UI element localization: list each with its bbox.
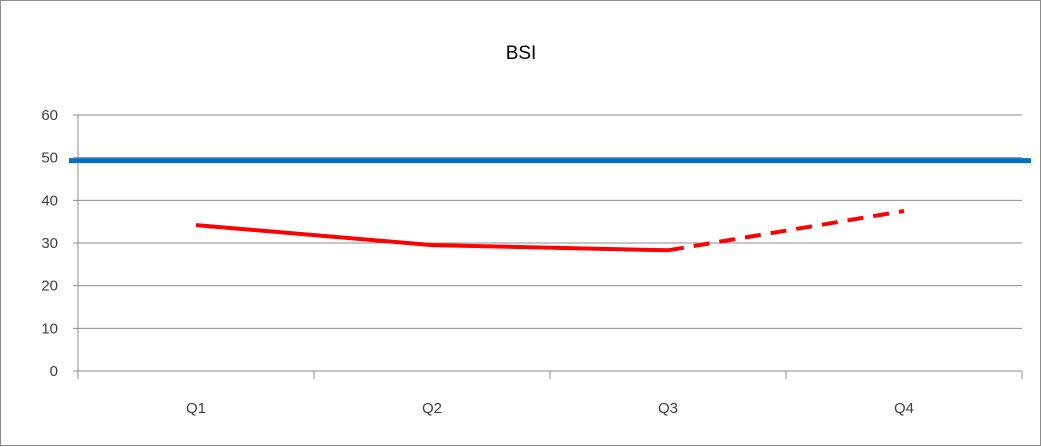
axes [73, 114, 1023, 379]
series-line-1 [195, 223, 669, 253]
x-tick-label-q2: Q2 [422, 400, 442, 417]
x-tick-label-q4: Q4 [894, 400, 914, 417]
x-tick-label-q1: Q1 [186, 400, 206, 417]
y-tick-label-60: 60 [41, 107, 58, 124]
series-line-2 [667, 209, 905, 253]
y-tick-label-10: 10 [41, 320, 58, 337]
y-tick-label-30: 30 [41, 235, 58, 252]
y-tick-label-0: 0 [50, 363, 58, 380]
y-tick-label-40: 40 [41, 192, 58, 209]
gridlines [78, 114, 1022, 329]
series [69, 158, 1031, 253]
y-tick-label-20: 20 [41, 278, 58, 295]
tick-labels: 0 10 20 30 40 50 60 Q1 Q2 Q3 Q4 [41, 107, 914, 417]
y-tick-label-50: 50 [41, 150, 58, 167]
chart-title: BSI [506, 43, 537, 64]
x-tick-label-q3: Q3 [658, 400, 678, 417]
